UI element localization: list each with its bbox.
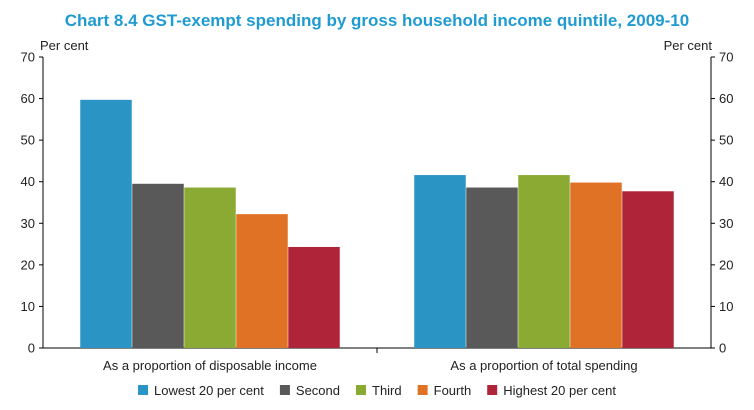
y-tick-label-left-1: 10: [21, 299, 35, 314]
bar-4-cat-1: [236, 214, 288, 348]
legend-swatch-3: [356, 385, 367, 395]
y-tick-label-right-7: 70: [719, 50, 733, 65]
y-tick-label-left-0: 0: [28, 341, 35, 356]
y-tick-label-right-1: 10: [719, 299, 733, 314]
y-tick-label-left-6: 60: [21, 91, 35, 106]
legend: Lowest 20 per cent Second Third Fourth Highe…: [138, 383, 616, 398]
y-tick-label-left-5: 50: [21, 133, 35, 148]
legend-swatch-4: [417, 385, 428, 395]
y-tick-label-right-5: 50: [719, 133, 733, 148]
chart-title: Chart 8.4 GST-exempt spending by gross h…: [65, 11, 689, 30]
bar-5-cat-1: [288, 246, 340, 348]
legend-swatch-5: [487, 385, 498, 395]
legend-swatch-1: [138, 385, 149, 395]
y-tick-label-left-2: 20: [21, 257, 35, 272]
x-category-label-2: As a proportion of total spending: [450, 358, 637, 373]
y-tick-label-right-6: 60: [719, 91, 733, 106]
bar-3-cat-1: [184, 187, 236, 348]
y-axis-label-right: Per cent: [664, 38, 713, 53]
y-tick-label-right-4: 40: [719, 174, 733, 189]
bar-5-cat-2: [622, 191, 674, 348]
y-axis-label-left: Per cent: [40, 38, 89, 53]
bar-2-cat-2: [466, 187, 518, 348]
x-category-label-1: As a proportion of disposable income: [103, 358, 317, 373]
legend-label-4: Fourth: [434, 383, 472, 398]
y-tick-label-left-4: 40: [21, 174, 35, 189]
bar-4-cat-2: [570, 182, 622, 348]
legend-swatch-2: [279, 385, 290, 395]
plot-area: 0 0 10 10 20 20 30 30 40 40 50 50 60 60 70 70 As a propo…: [21, 50, 734, 374]
bar-1-cat-2: [414, 175, 466, 348]
y-tick-label-right-2: 20: [719, 257, 733, 272]
y-tick-label-right-3: 30: [719, 216, 733, 231]
y-tick-label-left-3: 30: [21, 216, 35, 231]
y-tick-label-left-7: 70: [21, 50, 35, 65]
legend-label-3: Third: [372, 383, 402, 398]
legend-label-1: Lowest 20 per cent: [154, 383, 264, 398]
bar-3-cat-2: [518, 175, 570, 348]
bar-1-cat-1: [80, 99, 132, 348]
bar-2-cat-1: [132, 183, 184, 348]
legend-label-2: Second: [296, 383, 340, 398]
y-tick-label-right-0: 0: [719, 341, 726, 356]
legend-label-5: Highest 20 per cent: [503, 383, 616, 398]
